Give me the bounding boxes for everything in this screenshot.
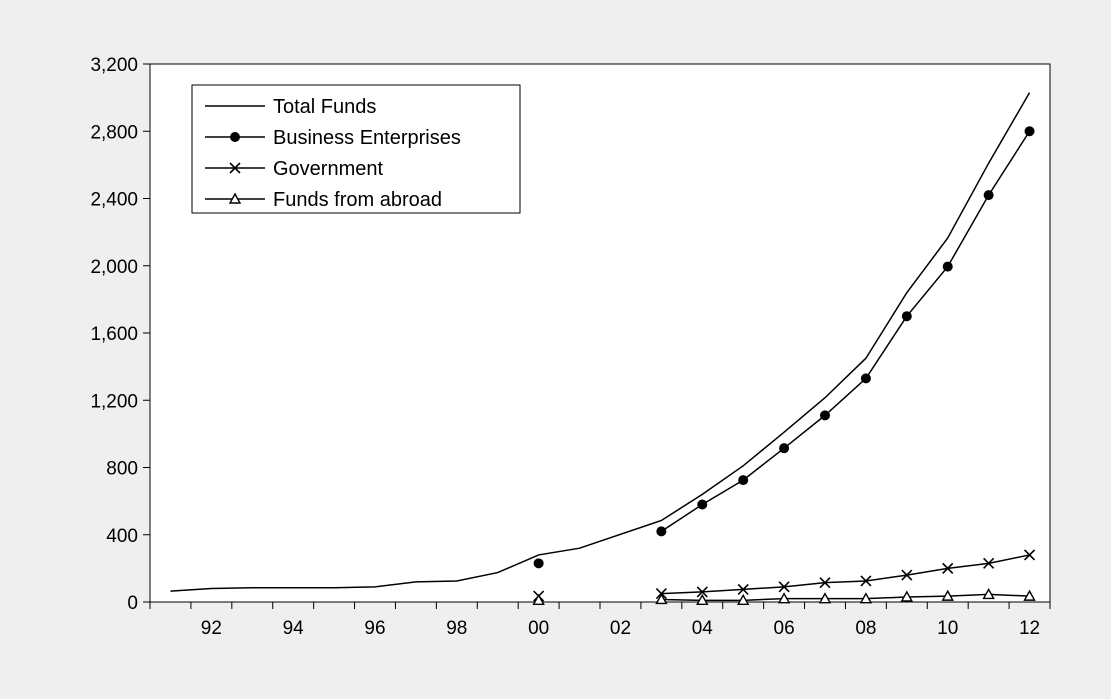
legend-item: Government: [205, 158, 383, 180]
data-point-cross: [819, 577, 831, 589]
series-line: [661, 593, 1030, 602]
data-point-cross: [778, 581, 790, 593]
data-point-cross: [229, 162, 241, 174]
x-tick-label: 06: [774, 618, 795, 639]
legend-label: Government: [273, 158, 383, 180]
data-point-circle: [738, 475, 749, 486]
data-point-circle: [1024, 126, 1035, 137]
series-line: [170, 92, 1031, 592]
y-tick-label: 3,200: [90, 55, 138, 76]
y-tick-label: 800: [106, 459, 138, 480]
data-point-triangle: [228, 192, 242, 204]
x-tick-label: 12: [1019, 618, 1040, 639]
data-point-triangle: [736, 593, 750, 606]
data-point-circle: [533, 558, 544, 569]
data-point-cross: [737, 583, 749, 595]
data-point-circle: [779, 443, 790, 454]
data-point-triangle: [859, 592, 873, 604]
legend-label: Business Enterprises: [273, 127, 461, 149]
data-point-triangle: [696, 593, 709, 606]
data-point-triangle: [532, 593, 545, 606]
data-point-cross: [983, 557, 995, 569]
x-axis: 92 94 96 98 00 02 04 06 08 10 12: [149, 602, 1051, 639]
data-point-triangle: [900, 590, 914, 602]
x-tick-label: 02: [610, 618, 631, 639]
data-point-triangle: [982, 587, 995, 600]
series-total-funds: [170, 92, 1031, 592]
data-point-circle: [697, 499, 708, 510]
y-tick-label: 1,600: [90, 324, 138, 345]
y-tick-label: 0: [127, 593, 138, 614]
data-point-circle: [983, 190, 994, 201]
legend-label: Funds from abroad: [273, 189, 442, 211]
y-tick-label: 2,400: [90, 190, 138, 211]
x-tick-label: 10: [937, 618, 958, 639]
x-tick-label: 98: [446, 618, 467, 639]
y-tick-label: 2,000: [90, 257, 138, 278]
x-tick-label: 04: [692, 618, 714, 639]
data-point-triangle: [777, 592, 791, 604]
data-point-circle: [820, 410, 830, 421]
x-tick-label: 94: [283, 618, 305, 639]
data-point-circle: [901, 311, 912, 322]
data-point-circle: [230, 132, 240, 142]
legend-item: Total Funds: [205, 96, 376, 118]
data-point-circle: [860, 373, 871, 384]
x-tick-label: 00: [528, 618, 549, 639]
legend-label: Total Funds: [273, 96, 376, 118]
y-tick-label: 1,200: [90, 391, 138, 412]
y-tick-label: 400: [106, 526, 138, 547]
series-line: [661, 554, 1030, 595]
legend-item: Business Enterprises: [205, 127, 461, 149]
data-point-triangle: [1023, 589, 1036, 601]
x-tick-label: 96: [364, 618, 385, 639]
data-point-triangle: [818, 592, 832, 604]
data-point-circle: [942, 261, 953, 272]
data-point-cross: [696, 586, 708, 598]
legend-item: Funds from abroad: [205, 189, 442, 211]
series-layer: [170, 92, 1036, 606]
data-point-triangle: [941, 589, 954, 601]
data-point-cross: [1023, 549, 1036, 561]
series-business-enterprises: [533, 126, 1035, 569]
y-tick-label: 2,800: [90, 122, 138, 143]
data-point-cross: [901, 569, 913, 581]
x-tick-label: 92: [201, 618, 222, 639]
series-funds-from-abroad: [532, 587, 1036, 606]
data-point-cross: [942, 562, 954, 574]
y-axis: 0 400 800 1,200 1,600 2,000 2,400 2,800 3,200: [90, 55, 150, 614]
data-point-circle: [656, 526, 667, 537]
x-tick-label: 08: [855, 618, 876, 639]
data-point-triangle: [655, 593, 668, 605]
legend: Total Funds Business Enterprises Governmen…: [191, 84, 521, 214]
data-point-cross: [860, 575, 872, 587]
series-line: [660, 130, 1031, 533]
